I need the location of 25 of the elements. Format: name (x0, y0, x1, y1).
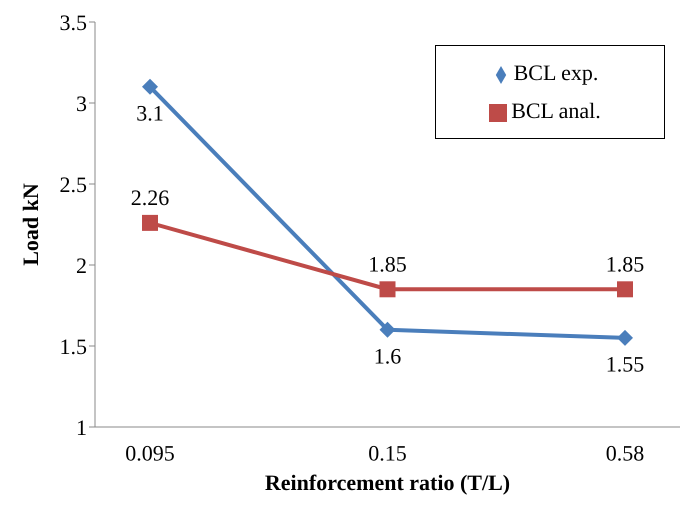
data-label: 1.6 (374, 343, 402, 368)
point (142, 78, 158, 95)
y-tick-label: 2.5 (60, 172, 87, 197)
data-label: 1.85 (368, 251, 407, 276)
data-label: 1.55 (606, 352, 644, 377)
point (380, 322, 396, 338)
point (617, 281, 633, 298)
y-tick-label: 3.5 (60, 10, 87, 35)
legend-label: BCL exp. (514, 60, 598, 85)
y-tick-label: 1 (76, 414, 87, 440)
x-tick-label: 0.15 (368, 440, 407, 466)
data-label: 3.1 (136, 100, 164, 126)
legend-label: BCL anal. (511, 98, 601, 123)
x-tick-label: 0.095 (125, 440, 175, 466)
x-axis-title: Reinforcement ratio (T/L) (264, 470, 510, 495)
point (380, 281, 396, 298)
y-axis-title: Load kN (18, 183, 43, 266)
x-tick-label: 0.58 (606, 440, 644, 466)
data-label: 1.85 (606, 251, 644, 276)
point (142, 214, 158, 231)
y-tick-label: 3 (76, 90, 87, 116)
data-label: 2.26 (130, 184, 170, 210)
y-tick-label: 2 (76, 252, 87, 278)
point (617, 330, 633, 346)
y-tick-label: 1.5 (60, 334, 87, 359)
